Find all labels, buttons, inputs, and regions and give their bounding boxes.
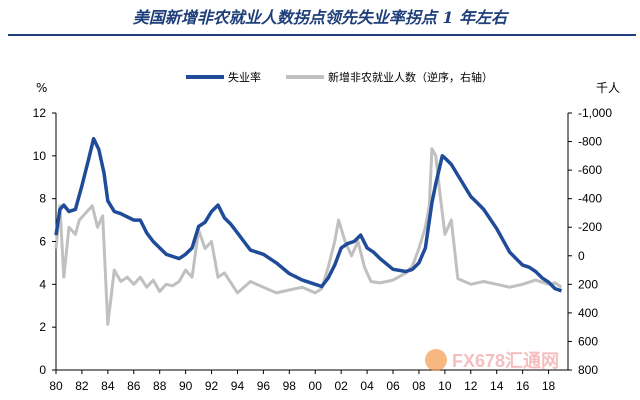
x-axis-tick-label: 90 [179, 379, 193, 393]
x-axis-tick-label: 04 [360, 379, 374, 393]
x-axis-tick-label: 06 [386, 379, 400, 393]
watermark-logo-icon [425, 349, 447, 371]
x-axis-tick-label: 80 [49, 379, 63, 393]
right-axis-tick-label: 600 [578, 334, 598, 348]
right-axis-unit: 千人 [596, 81, 620, 95]
x-axis-tick-label: 94 [231, 379, 245, 393]
x-axis-tick-label: 12 [464, 379, 478, 393]
left-axis-tick-label: 0 [39, 363, 46, 377]
right-axis-tick-label: -600 [578, 163, 602, 177]
series-line-payrolls [54, 147, 563, 326]
right-axis-tick-label: -200 [578, 220, 602, 234]
right-axis-tick-label: -400 [578, 192, 602, 206]
left-axis-tick-label: 2 [39, 320, 46, 334]
x-axis-tick-label: 10 [438, 379, 452, 393]
x-axis-tick-label: 96 [257, 379, 271, 393]
left-axis-tick-label: 6 [39, 235, 46, 249]
x-axis-tick-label: 18 [542, 379, 556, 393]
right-axis-tick-label: 800 [578, 363, 598, 377]
legend: 失业率 新增非农就业人数（逆序，右轴） [186, 70, 493, 84]
x-axis-tick-label: 02 [334, 379, 348, 393]
right-axis-tick-label: 200 [578, 277, 598, 291]
watermark-text: FX678汇通网 [452, 351, 559, 371]
axes: % 千人 [36, 81, 620, 371]
x-axis-tick-label: 16 [516, 379, 530, 393]
title-rule [8, 34, 636, 36]
right-axis-tick-label: 400 [578, 306, 598, 320]
x-axis-tick-label: 00 [309, 379, 323, 393]
right-axis-tick-label: -1,000 [578, 106, 612, 120]
left-axis-tick-label: 4 [39, 277, 46, 291]
left-axis-tick-label: 8 [39, 192, 46, 206]
x-axis-tick-label: 92 [205, 379, 219, 393]
right-axis-tick-label: -800 [578, 135, 602, 149]
legend-label-unemployment: 失业率 [228, 70, 261, 84]
x-axis-tick-label: 88 [153, 379, 167, 393]
right-axis-tick-label: 0 [578, 249, 585, 263]
series [54, 136, 563, 326]
left-axis-tick-label: 12 [33, 106, 47, 120]
left-axis-tick-label: 10 [33, 149, 47, 163]
x-axis-tick-label: 86 [127, 379, 141, 393]
x-axis-tick-label: 98 [283, 379, 297, 393]
x-axis-tick-label: 14 [490, 379, 504, 393]
x-axis-tick-label: 08 [412, 379, 426, 393]
chart-title: 美国新增非农就业人数拐点领先失业率拐点 1 年左右 [132, 8, 508, 27]
x-axis-tick-label: 82 [75, 379, 89, 393]
left-axis-unit: % [36, 81, 47, 95]
watermark: FX678汇通网 [425, 349, 559, 371]
legend-label-payrolls: 新增非农就业人数（逆序，右轴） [328, 70, 493, 84]
series-line-unemployment [54, 136, 563, 293]
x-axis-tick-label: 84 [101, 379, 115, 393]
